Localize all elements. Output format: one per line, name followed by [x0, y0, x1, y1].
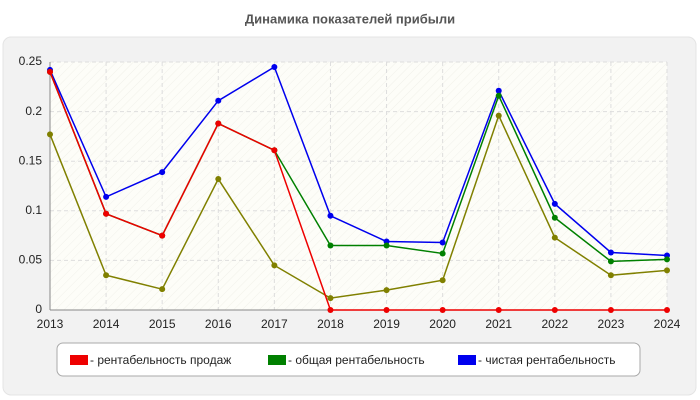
- point: [103, 193, 110, 200]
- legend-swatch: [70, 355, 88, 365]
- plot-area: [50, 62, 667, 310]
- series-line: [49, 113, 668, 299]
- point: [103, 210, 110, 217]
- x-tick-label: 2019: [373, 317, 400, 331]
- point: [495, 307, 502, 313]
- point: [664, 307, 670, 313]
- point: [271, 63, 278, 70]
- point: [607, 249, 614, 256]
- y-tick-label: 0.25: [19, 54, 43, 68]
- point: [271, 262, 278, 269]
- legend-label: - чистая рентабельность: [478, 353, 615, 367]
- legend-label: - рентабельность продаж: [90, 353, 231, 367]
- x-tick-label: 2016: [205, 317, 232, 331]
- point: [607, 272, 614, 279]
- x-tick-label: 2021: [485, 317, 512, 331]
- x-tick-label: 2020: [429, 317, 456, 331]
- legend-swatch: [458, 355, 476, 365]
- legend-swatch: [268, 355, 286, 365]
- point: [159, 169, 166, 176]
- x-tick-label: 2024: [654, 317, 681, 331]
- x-tick-label: 2015: [149, 317, 176, 331]
- point: [551, 307, 558, 313]
- point: [495, 112, 502, 119]
- x-tick-label: 2013: [37, 317, 64, 331]
- legend-label: - общая рентабельность: [288, 353, 425, 367]
- y-tick-label: 0.2: [25, 104, 42, 118]
- legend: [56, 342, 641, 377]
- series-line: [49, 65, 668, 257]
- point: [159, 286, 166, 293]
- point: [439, 307, 446, 313]
- point: [383, 307, 390, 313]
- x-tick-label: 2023: [598, 317, 625, 331]
- x-tick-label: 2022: [541, 317, 568, 331]
- point: [271, 147, 278, 154]
- point: [664, 256, 670, 263]
- point: [383, 287, 390, 294]
- point: [439, 250, 446, 257]
- y-tick-label: 0.05: [19, 253, 43, 267]
- point: [327, 242, 334, 249]
- point: [327, 212, 334, 219]
- point: [495, 92, 502, 99]
- y-tick-label: 0: [35, 302, 42, 316]
- x-tick-label: 2018: [317, 317, 344, 331]
- point: [439, 239, 446, 246]
- point: [551, 200, 558, 207]
- x-tick-label: 2017: [261, 317, 288, 331]
- x-tick-label: 2014: [93, 317, 120, 331]
- point: [47, 68, 53, 75]
- point: [607, 307, 614, 313]
- chart-title: Динамика показателей прибыли: [245, 11, 455, 26]
- point: [159, 232, 166, 239]
- point: [551, 234, 558, 241]
- point: [47, 131, 53, 138]
- point: [215, 176, 222, 183]
- point: [327, 307, 334, 313]
- point: [495, 87, 502, 94]
- y-tick-label: 0.1: [25, 203, 42, 217]
- series-line: [49, 71, 667, 311]
- point: [215, 97, 222, 104]
- y-tick-label: 0.15: [19, 153, 43, 167]
- point: [439, 277, 446, 284]
- point: [607, 258, 614, 265]
- point: [327, 295, 334, 302]
- point: [383, 242, 390, 249]
- point: [103, 272, 110, 279]
- point: [664, 267, 670, 274]
- point: [551, 214, 558, 221]
- point: [215, 120, 222, 127]
